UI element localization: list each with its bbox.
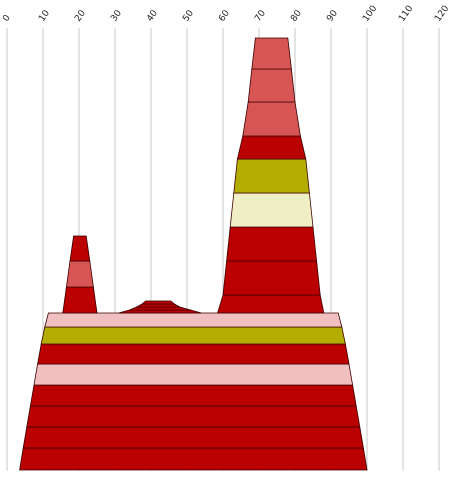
base-band-5 <box>33 363 354 386</box>
right-peak-band-9 <box>251 37 292 70</box>
x-tick-label-10: 10 <box>37 8 52 23</box>
base-band-1 <box>19 447 368 471</box>
right-peak-band-3 <box>226 226 318 262</box>
right-peak-band-7 <box>242 101 301 137</box>
middle-bump-band-4 <box>140 300 176 305</box>
x-tick-label-0: 0 <box>1 13 13 24</box>
base-band-2 <box>22 426 364 449</box>
x-tick-label-110: 110 <box>397 4 415 24</box>
base-band-7 <box>40 326 346 345</box>
left-peak-band-3 <box>69 235 91 262</box>
x-tick-label-100: 100 <box>361 4 379 24</box>
chart-bands <box>19 37 368 471</box>
right-peak-band-2 <box>222 260 321 296</box>
x-tick-label-50: 50 <box>181 8 196 23</box>
left-peak-band-1 <box>62 286 98 314</box>
x-tick-label-90: 90 <box>325 8 340 23</box>
base-band-3 <box>26 405 361 428</box>
right-peak-band-8 <box>247 68 296 103</box>
middle-bump-band-2 <box>129 306 191 311</box>
right-peak-band-1 <box>217 294 325 314</box>
base-band-8 <box>44 312 343 328</box>
base-band-4 <box>29 384 357 407</box>
x-tick-label-20: 20 <box>73 8 88 23</box>
right-peak-band-5 <box>233 158 310 194</box>
middle-bump-band-3 <box>135 303 182 308</box>
x-tick-label-30: 30 <box>109 8 124 23</box>
x-axis-tick-labels: 0 10 20 30 40 50 60 70 80 90 100 110 120 <box>1 4 451 24</box>
x-tick-label-80: 80 <box>289 8 304 23</box>
right-peak-band-6 <box>236 135 307 160</box>
x-tick-label-70: 70 <box>253 8 268 23</box>
x-tick-label-120: 120 <box>433 4 451 24</box>
x-tick-label-40: 40 <box>145 8 160 23</box>
middle-bump-band-1 <box>118 309 202 314</box>
x-tick-label-60: 60 <box>217 8 232 23</box>
base-band-6 <box>37 343 350 365</box>
right-peak-band-4 <box>229 192 314 228</box>
left-peak-band-2 <box>65 260 94 288</box>
